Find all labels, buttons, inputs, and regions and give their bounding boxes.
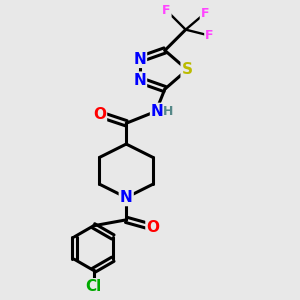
Text: O: O — [93, 107, 106, 122]
Text: Cl: Cl — [85, 279, 102, 294]
Text: H: H — [163, 105, 174, 118]
Text: F: F — [162, 4, 171, 17]
Text: N: N — [120, 190, 133, 205]
Text: O: O — [146, 220, 160, 235]
Text: N: N — [151, 104, 164, 119]
Text: S: S — [182, 62, 193, 77]
Text: N: N — [133, 52, 146, 67]
Text: F: F — [205, 29, 214, 42]
Text: F: F — [201, 7, 209, 20]
Text: N: N — [133, 73, 146, 88]
